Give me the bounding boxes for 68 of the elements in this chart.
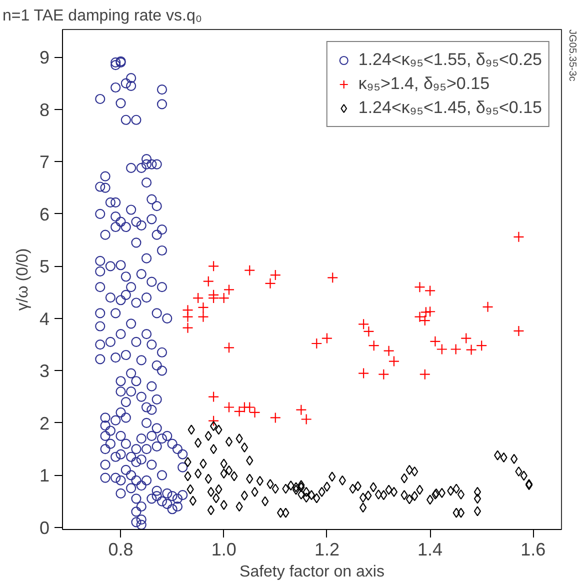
y-tick-label: 9 (39, 48, 50, 68)
point (436, 344, 448, 355)
point (424, 306, 436, 318)
point (513, 325, 524, 337)
y-tick-label: 3 (39, 361, 50, 382)
point (223, 284, 235, 296)
point (419, 314, 430, 326)
point (424, 285, 436, 296)
point (208, 292, 220, 304)
point (419, 368, 430, 380)
point (466, 344, 477, 356)
point (198, 311, 209, 322)
y-tick-label: 4 (39, 308, 50, 329)
point (198, 302, 209, 313)
y-tick-label: 7 (39, 152, 50, 172)
point (358, 318, 370, 330)
x-axis-title: Safety factor on axis (240, 564, 384, 580)
y-tick-label: 1 (39, 466, 50, 486)
legend-label: 1.24<κ₉₅<1.55, δ₉₅<0.25 (358, 49, 542, 71)
point (182, 322, 194, 334)
point (218, 292, 230, 304)
y-tick-label: 6 (39, 204, 50, 224)
y-tick-label: 2 (39, 413, 50, 434)
point (208, 391, 220, 402)
point (223, 342, 235, 354)
point (378, 368, 390, 380)
y-tick-label: 8 (39, 100, 50, 120)
point (482, 301, 494, 312)
y-tick-label: 0 (39, 518, 50, 538)
point (450, 344, 462, 355)
point (208, 415, 220, 426)
point (358, 368, 370, 379)
point (192, 292, 204, 304)
y-axis-title: γ/ω (0/0) (14, 248, 32, 311)
point (327, 272, 338, 284)
legend-label: κ₉₅>1.4, δ₉₅>0.15 (358, 73, 490, 95)
point (223, 402, 235, 413)
point (300, 414, 312, 425)
point (383, 345, 394, 356)
y-tick-label: 5 (39, 256, 50, 277)
point (368, 340, 380, 352)
x-tick-label: 1.2 (314, 540, 340, 560)
point (414, 282, 426, 293)
point (476, 340, 488, 352)
point (270, 412, 281, 424)
point (202, 276, 214, 287)
point (249, 406, 260, 418)
x-tick-label: 1.6 (520, 540, 546, 560)
point (244, 402, 256, 413)
point (513, 231, 524, 242)
point (430, 336, 441, 347)
point (321, 332, 332, 344)
point (311, 338, 322, 350)
point (182, 311, 194, 322)
point (208, 260, 220, 272)
point (363, 326, 374, 338)
point (270, 270, 281, 281)
point (244, 264, 256, 276)
x-tick-label: 1.0 (211, 540, 236, 560)
point (388, 356, 400, 367)
point (296, 404, 307, 416)
text: JG05.35-3c (566, 30, 578, 82)
x-tick-label: 1.4 (418, 540, 443, 560)
legend-label: 1.24<κ₉₅<1.45, δ₉₅<0.15 (358, 97, 542, 119)
chart-title: n=1 TAE damping rate vs.q₀ (2, 8, 202, 24)
x-tick-label: 0.8 (108, 540, 134, 560)
point (264, 278, 276, 289)
point (460, 332, 472, 344)
